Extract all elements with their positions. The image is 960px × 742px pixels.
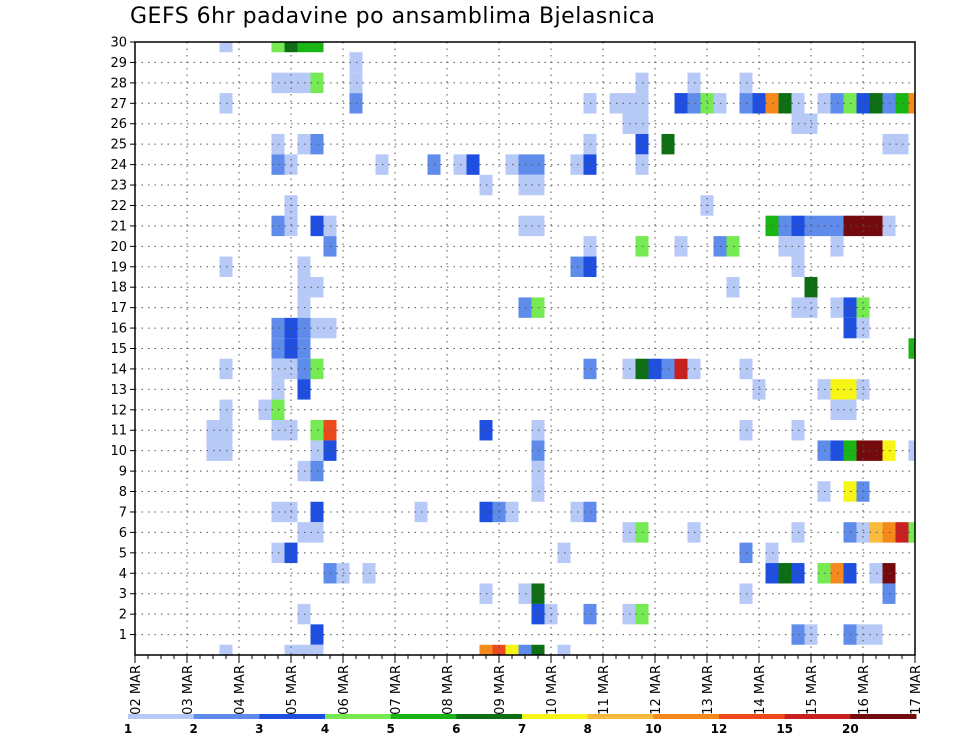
chart-title: GEFS 6hr padavine po ansamblima Bjelasni…: [130, 4, 656, 29]
y-tick-label: 8: [119, 485, 127, 500]
colorbar-swatch: [456, 714, 523, 719]
heatmap-cell: [908, 440, 915, 461]
heatmap-cell: [908, 338, 915, 359]
y-tick-label: 7: [119, 505, 127, 520]
heatmap-cell: [271, 42, 285, 53]
x-tick-label: 10 MAR: [545, 665, 560, 715]
colorbar-label: 1: [124, 722, 132, 736]
heatmap-cell: [908, 93, 915, 114]
y-tick-label: 21: [110, 219, 127, 234]
y-tick-label: 5: [119, 546, 127, 561]
colorbar-label: 8: [583, 722, 591, 736]
y-tick-label: 18: [110, 281, 127, 296]
y-tick-label: 14: [110, 362, 127, 377]
colorbar-swatch: [193, 714, 260, 719]
y-tick-label: 11: [110, 424, 127, 439]
y-tick-label: 24: [110, 158, 127, 173]
colorbar-swatch: [128, 714, 195, 719]
heatmap-cell: [297, 42, 311, 53]
x-tick-label: 03 MAR: [181, 665, 196, 715]
y-tick-label: 25: [110, 138, 127, 153]
colorbar-label: 20: [842, 722, 859, 736]
y-tick-label: 26: [110, 117, 127, 132]
x-tick-label: 16 MAR: [857, 665, 872, 715]
heatmap-cell: [310, 42, 324, 53]
x-tick-label: 12 MAR: [649, 665, 664, 715]
y-tick-label: 12: [110, 403, 127, 418]
colorbar-swatch: [653, 714, 720, 719]
colorbar-swatch: [587, 714, 654, 719]
y-tick-label: 28: [110, 76, 127, 91]
x-tick-label: 14 MAR: [753, 665, 768, 715]
x-tick-label: 11 MAR: [597, 665, 612, 715]
colorbar-swatch: [522, 714, 589, 719]
colorbar-label: 5: [386, 722, 394, 736]
y-tick-label: 17: [110, 301, 127, 316]
x-tick-label: 05 MAR: [285, 665, 300, 715]
colorbar-swatch: [719, 714, 786, 719]
heatmap-cell: [297, 644, 311, 655]
colorbar-swatch: [784, 714, 851, 719]
x-tick-label: 02 MAR: [129, 665, 144, 715]
y-tick-label: 1: [119, 628, 127, 643]
heatmap-cell: [284, 42, 298, 53]
y-tick-label: 3: [119, 587, 127, 602]
colorbar-swatch: [850, 714, 917, 719]
colorbar-label: 10: [645, 722, 662, 736]
x-tick-label: 08 MAR: [441, 665, 456, 715]
colorbar-label: 2: [189, 722, 197, 736]
colorbar-swatch: [390, 714, 457, 719]
y-tick-label: 6: [119, 526, 127, 541]
x-axis: 02 MAR 03 MAR 04 MAR 05 MAR 06 MAR 07 MAR 08 M…: [129, 655, 924, 715]
y-axis: 1234567891011121314151617181920212223242…: [110, 36, 135, 643]
y-tick-label: 2: [119, 608, 127, 623]
colorbar-label: 3: [255, 722, 263, 736]
y-tick-label: 16: [110, 322, 127, 337]
y-tick-label: 29: [110, 56, 127, 71]
colorbar-label: 4: [321, 722, 329, 736]
heatmap-cell: [531, 644, 545, 655]
y-tick-label: 15: [110, 342, 127, 357]
y-tick-label: 27: [110, 97, 127, 112]
colorbar-label: 12: [711, 722, 728, 736]
y-tick-label: 13: [110, 383, 127, 398]
heatmap-cell: [219, 42, 233, 53]
colorbar-label: 15: [776, 722, 793, 736]
x-tick-label: 07 MAR: [389, 665, 404, 715]
x-tick-label: 04 MAR: [233, 665, 248, 715]
y-tick-label: 23: [110, 179, 127, 194]
grid-lines: [135, 41, 915, 655]
x-tick-label: 13 MAR: [701, 665, 716, 715]
y-tick-label: 19: [110, 260, 127, 275]
colorbar: 1 2 3 4 5 6 7 8 10 12 15 20: [124, 714, 917, 736]
colorbar-swatch: [325, 714, 392, 719]
heatmap-cell: [479, 644, 493, 655]
heatmap-cell: [219, 644, 233, 655]
y-tick-label: 30: [110, 36, 127, 51]
heatmap-cell: [505, 644, 519, 655]
heatmap-cell: [492, 644, 506, 655]
x-tick-label: 17 MAR: [909, 665, 924, 715]
colorbar-label: 6: [452, 722, 460, 736]
x-tick-label: 09 MAR: [493, 665, 508, 715]
colorbar-label: 7: [518, 722, 526, 736]
y-tick-label: 20: [110, 240, 127, 255]
y-tick-label: 9: [119, 465, 127, 480]
heatmap-cell: [310, 644, 324, 655]
x-tick-label: 15 MAR: [805, 665, 820, 715]
x-tick-label: 06 MAR: [337, 665, 352, 715]
colorbar-swatch: [259, 714, 326, 719]
heatmap-cell: [284, 644, 298, 655]
heatmap-cell: [518, 644, 532, 655]
heatmap-cell: [557, 644, 571, 655]
y-tick-label: 22: [110, 199, 127, 214]
y-tick-label: 4: [119, 567, 127, 582]
heatmap-cell: [908, 522, 915, 543]
y-tick-label: 10: [110, 444, 127, 459]
